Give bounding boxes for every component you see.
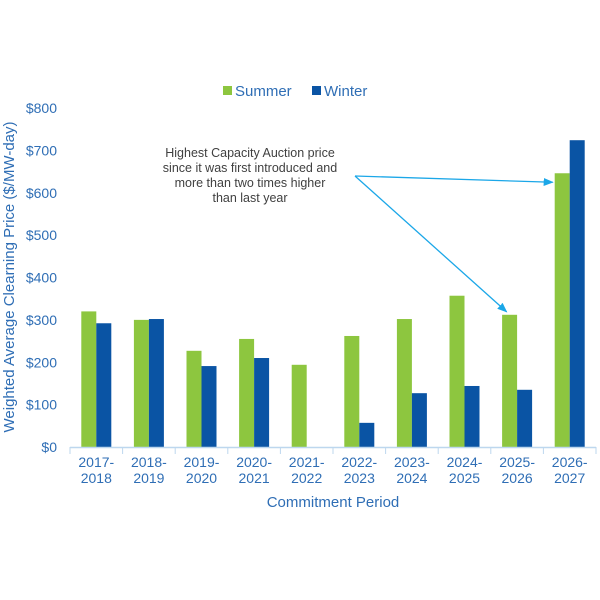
bar-winter — [464, 385, 480, 447]
x-tick-label: 2025 — [449, 470, 480, 486]
x-tick-label: 2027 — [554, 470, 585, 486]
bar-winter — [517, 389, 533, 447]
y-tick-label: $500 — [26, 227, 57, 243]
bar-winter — [201, 366, 217, 447]
bar-summer — [449, 295, 465, 447]
x-axis: 2017-2018 2018-2019 2019-2020 2020-2021 2021… — [69, 446, 597, 486]
x-tick-label: 2019 — [133, 470, 164, 486]
legend: Summer Winter — [223, 83, 367, 100]
x-tick-label: 2017- — [78, 454, 114, 470]
bar-summer — [291, 364, 307, 447]
bar-summer — [133, 319, 149, 447]
y-tick-label: $200 — [26, 354, 57, 370]
x-tick-label: 2021- — [289, 454, 325, 470]
y-tick-label: $0 — [41, 439, 57, 455]
bar-summer — [502, 314, 518, 447]
y-tick-label: $300 — [26, 312, 57, 328]
x-tick-label: 2018 — [81, 470, 112, 486]
x-tick-label: 2019- — [184, 454, 220, 470]
bar-winter — [96, 323, 112, 447]
bar-winter — [254, 358, 270, 447]
x-tick-label: 2018- — [131, 454, 167, 470]
legend-swatch-winter — [312, 86, 321, 95]
annotation-arrow — [354, 175, 554, 186]
bar-winter — [569, 140, 585, 447]
bar-summer — [344, 335, 360, 447]
x-tick-label: 2024 — [396, 470, 427, 486]
bar-summer — [239, 338, 255, 447]
annotation-line-1: Highest Capacity Auction price — [165, 146, 335, 160]
bar-summer — [554, 173, 570, 447]
y-axis-ticks: $0 $100 $200 $300 $400 $500 $600 $700 $800 — [26, 100, 57, 455]
x-axis-title: Commitment Period — [267, 494, 400, 511]
annotation-line-2: since it was first introduced and — [163, 161, 337, 175]
annotation: Highest Capacity Auction price since it … — [163, 146, 554, 313]
legend-label-summer: Summer — [235, 83, 292, 100]
legend-swatch-summer — [223, 86, 232, 95]
y-tick-label: $700 — [26, 142, 57, 158]
y-tick-label: $400 — [26, 270, 57, 286]
x-tick-label: 2020 — [186, 470, 217, 486]
y-tick-label: $100 — [26, 397, 57, 413]
x-tick-label: 2025- — [499, 454, 535, 470]
bars — [81, 140, 585, 447]
bar-summer — [81, 311, 97, 447]
bar-summer — [396, 319, 412, 447]
annotation-arrow — [354, 175, 508, 313]
x-tick-label: 2022 — [291, 470, 322, 486]
y-tick-label: $600 — [26, 185, 57, 201]
x-tick-label: 2023 — [344, 470, 375, 486]
bar-winter — [359, 422, 375, 447]
bar-winter — [411, 393, 427, 447]
annotation-line-4: than last year — [212, 191, 287, 205]
x-tick-label: 2021 — [239, 470, 270, 486]
x-tick-label: 2026- — [552, 454, 588, 470]
y-tick-label: $800 — [26, 100, 57, 116]
x-tick-label: 2022- — [341, 454, 377, 470]
y-axis-title: Weighted Average Clearning Price ($/MW-d… — [1, 122, 18, 433]
legend-label-winter: Winter — [324, 83, 367, 100]
x-tick-label: 2024- — [447, 454, 483, 470]
bar-summer — [186, 350, 202, 447]
x-tick-label: 2023- — [394, 454, 430, 470]
x-tick-label: 2020- — [236, 454, 272, 470]
annotation-line-3: more than two times higher — [175, 176, 326, 190]
x-tick-label: 2026 — [502, 470, 533, 486]
bar-winter — [148, 319, 164, 447]
